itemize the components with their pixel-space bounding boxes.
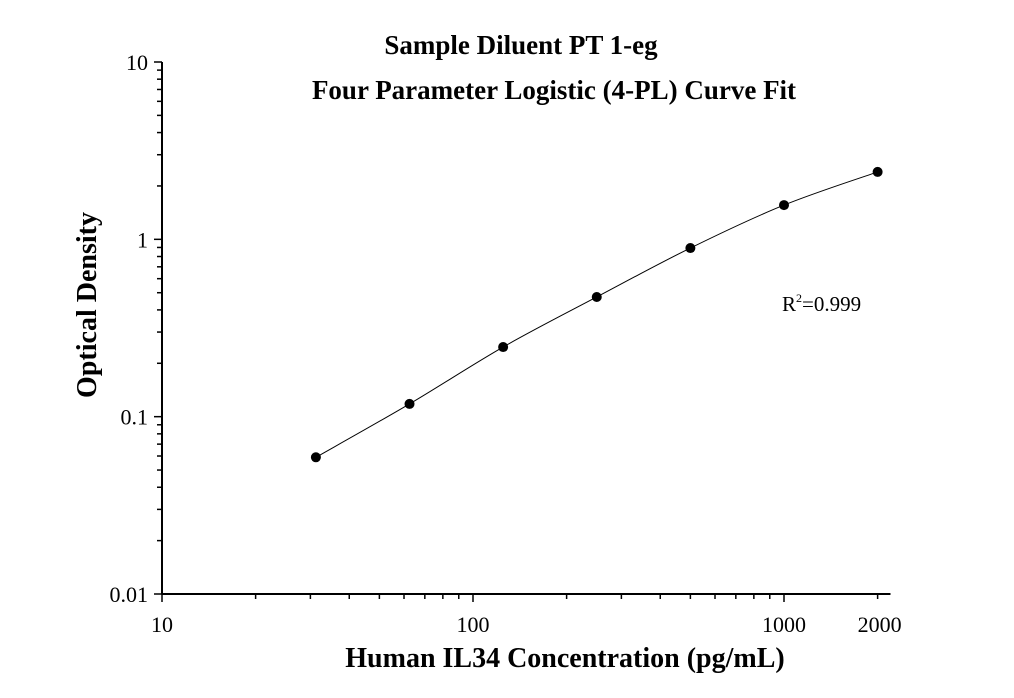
x-tick-label: 2000: [858, 612, 902, 637]
r-squared-sup: 2: [796, 291, 802, 305]
y-tick-label: 1: [137, 227, 148, 252]
x-tick-label: 1000: [762, 612, 806, 637]
data-point: [498, 342, 509, 353]
data-point: [591, 291, 602, 302]
y-axis-label: Optical Density: [72, 212, 103, 398]
x-tick-label: 100: [457, 612, 490, 637]
axes: 10 100 1000 2000 0.01 0.1 1 10: [110, 50, 902, 637]
data-point: [404, 398, 415, 409]
r-squared-annotation: R2=0.999: [782, 291, 861, 316]
chart-subtitle: Four Parameter Logistic (4-PL) Curve Fit: [312, 75, 796, 105]
data-point: [872, 166, 883, 177]
r-squared-r: R: [782, 292, 796, 316]
data-point: [779, 200, 789, 211]
y-tick-label: 10: [126, 50, 148, 75]
x-axis-label: Human IL34 Concentration (pg/mL): [345, 643, 784, 674]
r-squared-value: =0.999: [802, 292, 861, 316]
data-point: [685, 243, 696, 254]
data-points: [310, 166, 883, 463]
data-point: [310, 452, 321, 463]
y-tick-label: 0.01: [110, 582, 149, 607]
chart-title: Sample Diluent PT 1-eg: [384, 30, 658, 60]
y-tick-label: 0.1: [121, 405, 149, 430]
x-tick-label: 10: [151, 612, 173, 637]
